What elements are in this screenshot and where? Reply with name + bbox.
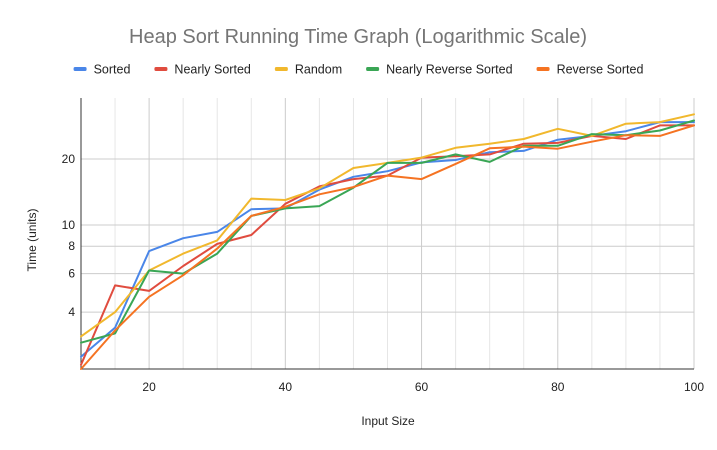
- legend-label: Nearly Reverse Sorted: [386, 63, 512, 77]
- legend-item-nearly-sorted: Nearly Sorted: [154, 63, 251, 77]
- series-lines: [80, 113, 695, 370]
- y-tick-label: 6: [68, 267, 75, 281]
- y-tick-label: 20: [62, 152, 76, 166]
- legend-swatch: [536, 67, 550, 71]
- legend-label: Reverse Sorted: [557, 63, 644, 77]
- legend-item-sorted: Sorted: [73, 63, 131, 77]
- legend-item-reverse-sorted: Reverse Sorted: [536, 63, 644, 77]
- x-tick-label: 40: [279, 380, 293, 394]
- series-line-reverse-sorted: [80, 124, 695, 370]
- y-tick-label: 4: [68, 305, 75, 319]
- legend-label: Random: [295, 63, 342, 77]
- y-tick-label: 8: [68, 239, 75, 253]
- y-axis-title: Time (units): [25, 209, 39, 272]
- legend-label: Nearly Sorted: [174, 63, 250, 77]
- legend-item-random: Random: [274, 63, 342, 77]
- x-tick-label: 80: [551, 380, 565, 394]
- y-tick-label: 10: [62, 218, 76, 232]
- x-axis-title: Input Size: [361, 414, 415, 428]
- x-tick-label: 60: [415, 380, 429, 394]
- x-tick-label: 20: [142, 380, 156, 394]
- x-tick-label: 100: [684, 380, 704, 394]
- legend-swatch: [366, 67, 380, 71]
- legend-swatch: [73, 67, 87, 71]
- axes: 20 40 60 80 100 4 6 8 10 20: [62, 98, 704, 394]
- legend-swatch: [274, 67, 288, 71]
- legend-swatch: [154, 67, 168, 71]
- legend-item-nearly-reverse-sorted: Nearly Reverse Sorted: [366, 63, 513, 77]
- chart-title: Heap Sort Running Time Graph (Logarithmi…: [129, 26, 587, 48]
- series-line-nearly-reverse-sorted: [80, 119, 695, 344]
- legend: Sorted Nearly Sorted Random Nearly Reverse …: [73, 63, 644, 77]
- legend-label: Sorted: [94, 63, 131, 77]
